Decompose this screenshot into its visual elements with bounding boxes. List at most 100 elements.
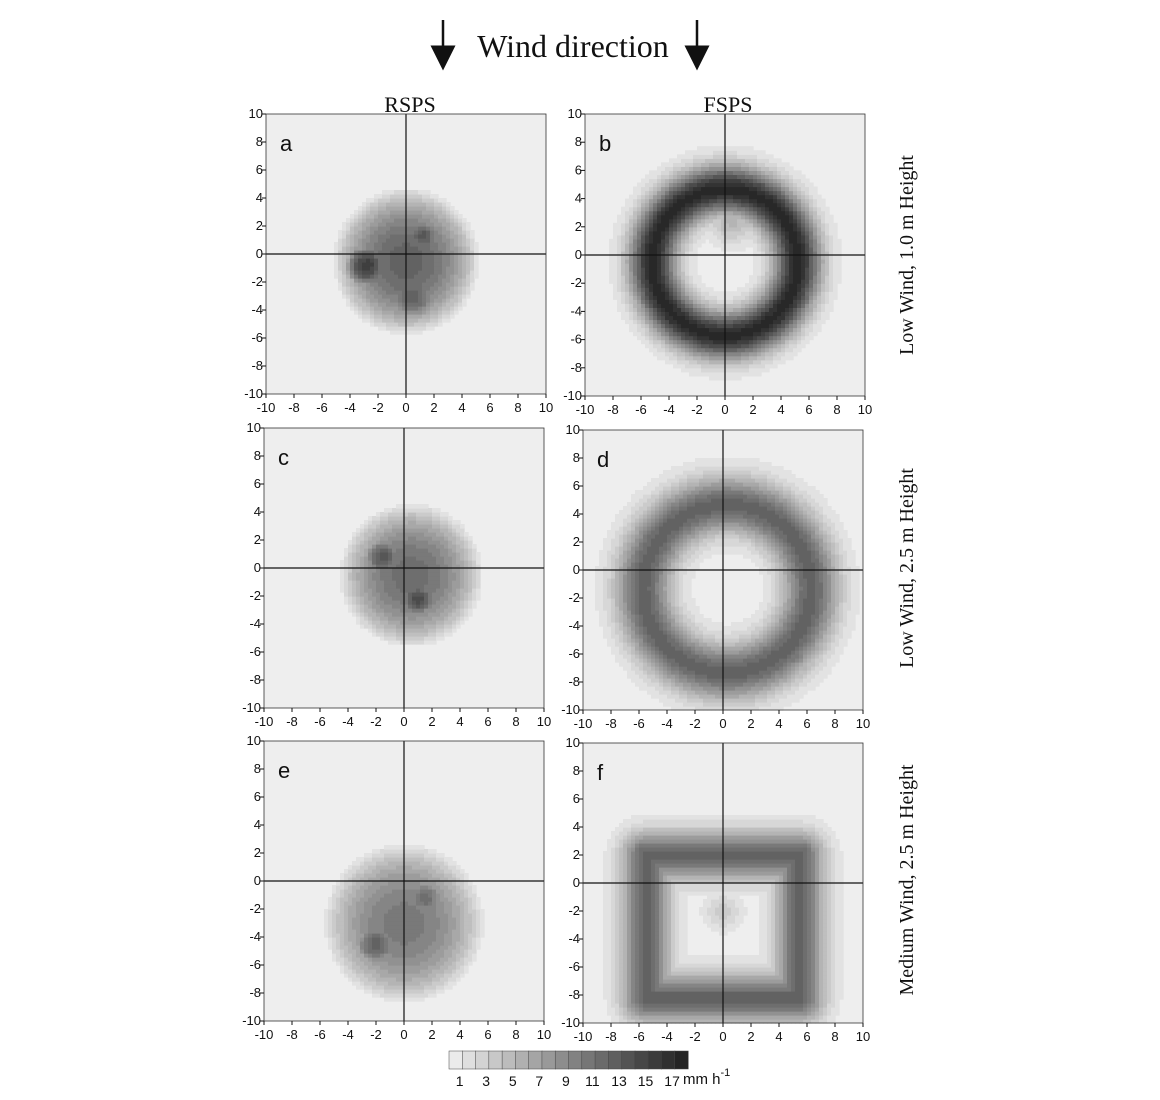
heatmap-cell <box>657 327 662 333</box>
heatmap-cell <box>657 186 662 192</box>
heatmap-cell <box>805 238 810 244</box>
heatmap-cell <box>428 616 433 621</box>
heatmap-cell <box>412 556 417 561</box>
heatmap-cell <box>384 568 389 573</box>
heatmap-cell <box>472 596 477 601</box>
heatmap-cell <box>681 166 686 171</box>
heatmap-cell <box>709 319 714 325</box>
heatmap-cell <box>661 210 666 216</box>
heatmap-cell <box>452 528 457 533</box>
heatmap-cell <box>440 624 445 629</box>
heatmap-cell <box>809 283 814 288</box>
heatmap-cell <box>402 194 407 199</box>
heatmap-cell <box>657 226 662 232</box>
heatmap-cell <box>368 624 373 629</box>
heatmap-cell <box>825 259 830 264</box>
heatmap-cell <box>757 194 762 200</box>
heatmap-cell <box>434 278 439 283</box>
heatmap-cell <box>434 302 439 307</box>
heatmap-cell <box>354 278 359 283</box>
heatmap-cell <box>645 198 650 204</box>
heatmap-cell <box>464 556 469 561</box>
heatmap-cell <box>460 528 465 533</box>
heatmap-cell <box>400 560 405 565</box>
heatmap-cell <box>603 634 608 639</box>
heatmap-cell <box>661 283 666 288</box>
heatmap-cell <box>817 287 822 292</box>
heatmap-cell <box>733 347 738 353</box>
heatmap-cell <box>390 262 395 267</box>
heatmap-cell <box>460 616 465 621</box>
heatmap-cell <box>418 330 423 335</box>
heatmap-cell <box>657 335 662 341</box>
heatmap-cell <box>769 186 774 192</box>
heatmap-cell <box>785 166 790 171</box>
heatmap-cell <box>621 259 626 264</box>
heatmap-cell <box>388 612 393 617</box>
heatmap-cell <box>721 166 726 171</box>
heatmap-cell <box>709 295 714 300</box>
heatmap-cell <box>813 295 818 300</box>
heatmap-cell <box>749 186 754 192</box>
heatmap-cell <box>470 286 475 291</box>
heatmap-cell <box>801 246 806 252</box>
heatmap-cell <box>641 295 646 300</box>
heatmap-cell <box>713 315 718 321</box>
heatmap-cell <box>625 267 630 272</box>
heatmap-cell <box>741 351 746 357</box>
heatmap-cell <box>725 327 730 333</box>
heatmap-cell <box>434 306 439 311</box>
heatmap-cell <box>701 234 706 240</box>
heatmap-cell <box>789 355 794 361</box>
heatmap-cell <box>468 536 473 541</box>
heatmap-cell <box>773 291 778 296</box>
heatmap-cell <box>817 242 822 248</box>
heatmap-cell <box>673 327 678 333</box>
heatmap-cell <box>681 255 686 260</box>
heatmap-cell <box>757 351 762 357</box>
heatmap-cell <box>769 194 774 200</box>
heatmap-cell <box>765 299 770 304</box>
heatmap-cell <box>661 259 666 264</box>
heatmap-cell <box>817 234 822 240</box>
heatmap-cell <box>809 319 814 325</box>
heatmap-cell <box>398 234 403 239</box>
heatmap-cell <box>665 198 670 204</box>
heatmap-cell <box>432 544 437 549</box>
heatmap-cell <box>452 532 457 537</box>
heatmap-cell <box>384 564 389 569</box>
heatmap-cell <box>410 318 415 323</box>
heatmap-cell <box>729 206 734 212</box>
heatmap-cell <box>370 226 375 231</box>
heatmap-cell <box>693 303 698 308</box>
heatmap-cell <box>813 287 818 292</box>
heatmap-cell <box>617 267 622 272</box>
heatmap-cell <box>424 632 429 637</box>
heatmap-cell <box>769 279 774 284</box>
heatmap-cell <box>709 291 714 296</box>
heatmap-cell <box>737 230 742 236</box>
heatmap-cell <box>388 568 393 573</box>
heatmap-cell <box>697 154 702 159</box>
heatmap-cell <box>669 255 674 260</box>
heatmap-cell <box>456 584 461 589</box>
heatmap-cell <box>615 586 620 591</box>
heatmap-cell <box>629 311 634 317</box>
heatmap-cell <box>761 238 766 244</box>
heatmap-cell <box>450 282 455 287</box>
heatmap-cell <box>713 291 718 296</box>
heatmap-cell <box>681 339 686 345</box>
heatmap-cell <box>438 246 443 251</box>
heatmap-cell <box>392 640 397 645</box>
heatmap-cell <box>785 202 790 208</box>
heatmap-cell <box>460 540 465 545</box>
heatmap-cell <box>805 303 810 308</box>
heatmap-cell <box>428 580 433 585</box>
heatmap-cell <box>358 222 363 227</box>
heatmap-cell <box>466 230 471 235</box>
heatmap-cell <box>753 242 758 248</box>
heatmap-cell <box>442 254 447 259</box>
heatmap-cell <box>669 230 674 236</box>
heatmap-cell <box>414 198 419 203</box>
heatmap-cell <box>705 206 710 212</box>
